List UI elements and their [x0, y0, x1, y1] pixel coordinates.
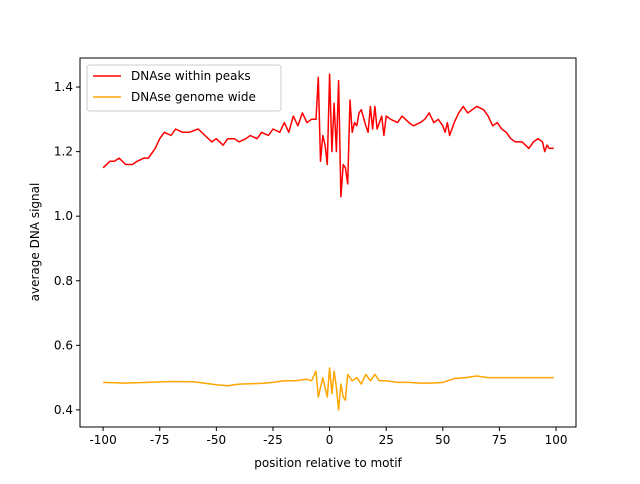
x-tick-label: 100 — [545, 433, 568, 447]
y-tick-label: 1.0 — [54, 209, 73, 223]
y-axis: 0.4 0.6 0.8 1.0 1.2 1.4 — [54, 80, 80, 417]
x-tick-label: -100 — [89, 433, 116, 447]
x-tick-label: 75 — [492, 433, 507, 447]
legend-label-peaks: DNAse within peaks — [131, 69, 251, 83]
x-tick-label: 50 — [435, 433, 450, 447]
x-tick-label: -25 — [263, 433, 283, 447]
y-tick-label: 0.8 — [54, 274, 73, 288]
series-line-0 — [102, 73, 554, 198]
y-tick-label: 1.4 — [54, 80, 73, 94]
axes-frame — [79, 57, 577, 428]
legend: DNAse within peaks DNAse genome wide — [86, 64, 282, 112]
y-axis-label: average DNA signal — [28, 183, 42, 302]
y-tick-label: 1.2 — [54, 145, 73, 159]
x-tick-label: -50 — [207, 433, 227, 447]
x-tick-label: 0 — [326, 433, 334, 447]
series-line-1 — [103, 367, 554, 411]
x-tick-label: -75 — [150, 433, 170, 447]
legend-box — [86, 64, 282, 112]
plot-lines — [102, 73, 554, 411]
y-tick-label: 0.4 — [54, 403, 73, 417]
legend-label-genome: DNAse genome wide — [131, 90, 256, 104]
x-tick-label: 25 — [379, 433, 394, 447]
y-tick-label: 0.6 — [54, 338, 73, 352]
x-axis-label: position relative to motif — [254, 456, 402, 470]
x-axis: -100 -75 -50 -25 0 25 50 75 100 — [89, 427, 568, 447]
